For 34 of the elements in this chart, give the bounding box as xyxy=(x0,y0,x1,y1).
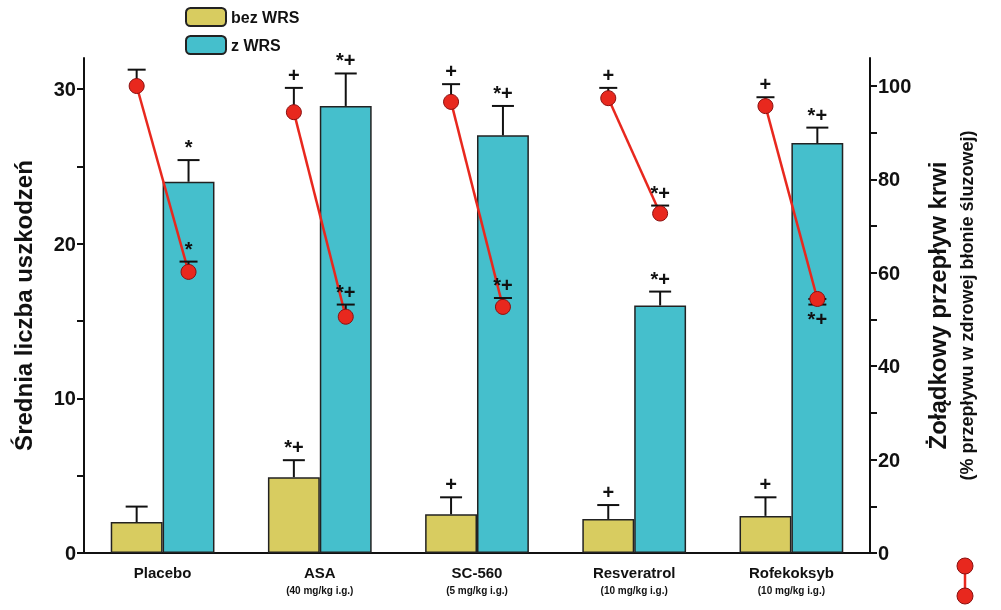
y-tick-label: 0 xyxy=(64,542,76,564)
x-tick-label: Rofekoksyb (10 mg/kg i.g.) xyxy=(748,563,834,596)
y2-tick-label: 40 xyxy=(878,355,901,378)
data-label: + xyxy=(759,73,772,96)
legend-label: z WRS xyxy=(231,36,282,54)
data-label: + xyxy=(759,473,772,496)
data-label: *+ xyxy=(493,81,513,104)
y-axis-title: Średnia liczba uszkodzeń xyxy=(9,160,37,451)
x-tick-label: SC-560 (5 mg/kg i.g.) xyxy=(446,563,508,596)
y-tick-label: 20 xyxy=(53,232,76,255)
y2-axis-title: Żołądkowy przepływ krwi (% przepływu w zdrowej błonie śluzowej) xyxy=(923,130,978,481)
data-label: + xyxy=(445,60,457,83)
data-label: *+ xyxy=(650,267,670,290)
x-tick-label: Placebo xyxy=(133,563,192,581)
data-label: + xyxy=(602,481,615,504)
data-label: + xyxy=(602,63,615,86)
y2-tick-label: 60 xyxy=(878,261,901,284)
x-tick-label: ASA (40 mg/kg i.g.) xyxy=(286,563,354,596)
data-label: + xyxy=(445,473,457,496)
data-label: *+ xyxy=(336,49,356,72)
y2-tick-label: 100 xyxy=(878,75,912,98)
y2-tick-label: 0 xyxy=(878,542,890,564)
data-label: + xyxy=(288,63,300,86)
data-label: *+ xyxy=(807,307,828,330)
x-tick-label: Resveratrol (10 mg/kg i.g.) xyxy=(592,563,676,596)
data-label: *+ xyxy=(807,103,828,126)
y2-tick-label: 20 xyxy=(878,448,901,471)
y2-tick-label: 80 xyxy=(878,168,901,191)
data-label: *+ xyxy=(284,436,304,459)
y-tick-label: 10 xyxy=(53,387,76,410)
legend-label: bez WRS xyxy=(231,8,300,26)
data-label: * xyxy=(184,136,193,159)
y-tick-label: 30 xyxy=(53,77,76,100)
data-label: * xyxy=(184,237,193,260)
